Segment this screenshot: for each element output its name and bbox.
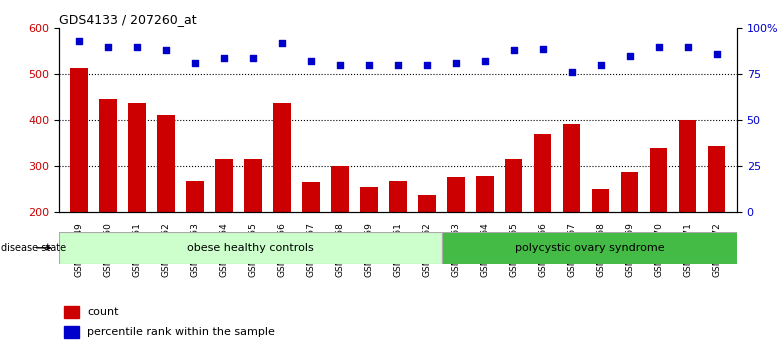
Point: [536, 46, 549, 51]
Bar: [476, 176, 493, 304]
Point: [594, 62, 607, 68]
Point: [363, 62, 376, 68]
Point: [565, 70, 578, 75]
Text: disease state: disease state: [1, 243, 67, 253]
Text: GDS4133 / 207260_at: GDS4133 / 207260_at: [59, 13, 197, 26]
Bar: [64, 306, 79, 319]
Bar: [442, 232, 737, 264]
Point: [160, 47, 172, 53]
Point: [710, 51, 723, 57]
Text: percentile rank within the sample: percentile rank within the sample: [87, 327, 275, 337]
Text: polycystic ovary syndrome: polycystic ovary syndrome: [515, 243, 664, 253]
Bar: [360, 187, 378, 304]
Bar: [100, 99, 117, 304]
Point: [247, 55, 260, 61]
Bar: [64, 326, 79, 338]
Bar: [708, 146, 725, 304]
Point: [131, 44, 143, 50]
Bar: [563, 124, 580, 304]
Bar: [245, 159, 262, 304]
Bar: [187, 181, 204, 304]
Bar: [505, 160, 522, 304]
Point: [681, 44, 694, 50]
Bar: [158, 115, 175, 304]
Bar: [59, 232, 442, 264]
Point: [73, 38, 85, 44]
Bar: [621, 172, 638, 304]
Bar: [274, 103, 291, 304]
Point: [623, 53, 636, 59]
Point: [189, 61, 201, 66]
Text: obese healthy controls: obese healthy controls: [187, 243, 314, 253]
Point: [420, 62, 433, 68]
Point: [507, 47, 520, 53]
Point: [102, 44, 114, 50]
Point: [478, 59, 491, 64]
Point: [652, 44, 665, 50]
Point: [391, 62, 405, 68]
Point: [334, 62, 347, 68]
Bar: [650, 148, 667, 304]
Point: [305, 59, 318, 64]
Point: [276, 40, 289, 46]
Bar: [389, 181, 407, 304]
Point: [218, 55, 230, 61]
Bar: [303, 183, 320, 304]
Bar: [679, 120, 696, 304]
Bar: [534, 134, 551, 304]
Bar: [418, 195, 436, 304]
Bar: [216, 160, 233, 304]
Bar: [592, 189, 609, 304]
Bar: [129, 103, 146, 304]
Bar: [71, 68, 88, 304]
Bar: [331, 166, 349, 304]
Text: count: count: [87, 307, 119, 317]
Point: [449, 61, 462, 66]
Bar: [447, 177, 465, 304]
